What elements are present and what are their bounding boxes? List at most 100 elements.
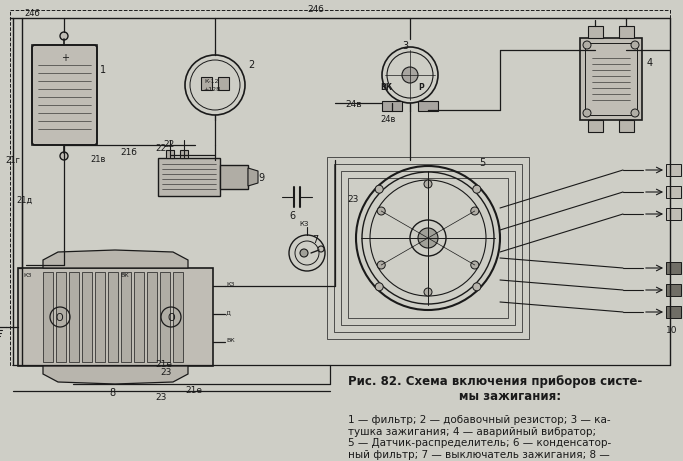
Text: +: + — [61, 53, 69, 63]
Circle shape — [583, 109, 591, 117]
Text: 10: 10 — [666, 326, 678, 335]
Bar — [619, 26, 634, 38]
Text: 22: 22 — [163, 140, 174, 149]
Bar — [418, 101, 438, 111]
Bar — [166, 150, 174, 158]
Bar — [82, 272, 92, 362]
Text: 21г: 21г — [5, 155, 20, 165]
Text: 23: 23 — [347, 195, 359, 204]
Bar — [160, 272, 170, 362]
Bar — [341, 171, 515, 325]
Text: 21б: 21б — [120, 148, 137, 157]
Bar — [666, 306, 681, 318]
Text: 24б: 24б — [307, 5, 324, 14]
Circle shape — [418, 228, 438, 248]
FancyBboxPatch shape — [32, 45, 97, 145]
Text: 23: 23 — [160, 368, 171, 377]
Text: Р: Р — [418, 83, 423, 92]
Circle shape — [424, 180, 432, 188]
Text: 21е: 21е — [155, 360, 172, 369]
Text: КЗ: КЗ — [299, 221, 309, 227]
Circle shape — [60, 32, 68, 40]
Text: О: О — [56, 313, 64, 323]
Bar — [147, 272, 157, 362]
Text: 8: 8 — [109, 388, 115, 398]
Text: ВК: ВК — [226, 338, 235, 343]
Text: 24в: 24в — [345, 100, 361, 109]
Circle shape — [424, 288, 432, 296]
Polygon shape — [248, 168, 258, 186]
Bar — [32, 45, 97, 145]
Bar — [158, 158, 220, 196]
Circle shape — [375, 185, 383, 193]
Text: 5: 5 — [479, 158, 485, 168]
Text: 6: 6 — [289, 211, 295, 221]
Bar — [134, 272, 144, 362]
Bar — [348, 178, 508, 318]
Bar — [10, 10, 670, 365]
Bar — [108, 272, 118, 362]
Circle shape — [375, 283, 383, 291]
Bar — [588, 120, 603, 132]
Circle shape — [60, 152, 68, 160]
Bar — [666, 284, 681, 296]
Text: КЗ: КЗ — [23, 273, 31, 278]
Bar — [666, 208, 681, 220]
Text: 21е: 21е — [185, 386, 202, 395]
Bar — [43, 272, 53, 362]
Bar — [327, 157, 529, 339]
Text: 2: 2 — [248, 60, 254, 70]
Circle shape — [473, 283, 481, 291]
Text: 3: 3 — [402, 41, 408, 51]
Bar — [585, 43, 637, 115]
Text: 1 — фильтр; 2 — добавочный резистор; 3 — ка-
тушка зажигания; 4 — аварийный вибр: 1 — фильтр; 2 — добавочный резистор; 3 —… — [348, 415, 611, 461]
Bar — [180, 150, 188, 158]
Text: Рис. 82. Схема включения приборов систе-
       мы зажигания:: Рис. 82. Схема включения приборов систе-… — [348, 375, 642, 403]
Circle shape — [471, 207, 479, 215]
Text: Д: Д — [226, 310, 231, 315]
Circle shape — [631, 41, 639, 49]
Bar — [56, 272, 66, 362]
Circle shape — [377, 261, 385, 269]
Text: КЗ: КЗ — [226, 282, 234, 287]
Polygon shape — [43, 366, 188, 384]
Circle shape — [318, 246, 324, 252]
Text: ВК: ВК — [120, 273, 128, 278]
Text: 21в: 21в — [90, 155, 105, 164]
Text: 22: 22 — [155, 144, 166, 153]
Circle shape — [471, 261, 479, 269]
Bar — [588, 26, 603, 38]
Text: +12В: +12В — [203, 87, 221, 92]
Bar — [666, 262, 681, 274]
Bar — [69, 272, 79, 362]
Bar — [173, 272, 183, 362]
Circle shape — [583, 41, 591, 49]
Bar — [619, 120, 634, 132]
Circle shape — [377, 207, 385, 215]
Text: 24в: 24в — [380, 115, 395, 124]
Circle shape — [631, 109, 639, 117]
Bar — [201, 77, 212, 90]
Text: 23: 23 — [155, 393, 167, 402]
Bar — [218, 77, 229, 90]
Bar — [18, 268, 213, 366]
Text: 24б: 24б — [24, 9, 40, 18]
Text: ВК: ВК — [380, 83, 392, 92]
Bar — [666, 186, 681, 198]
Circle shape — [300, 249, 308, 257]
Text: 1: 1 — [100, 65, 106, 75]
Text: 21д: 21д — [16, 195, 32, 205]
Bar — [220, 165, 248, 189]
Circle shape — [402, 67, 418, 83]
Bar — [382, 101, 402, 111]
Text: 4: 4 — [647, 58, 653, 68]
Text: 9: 9 — [258, 173, 264, 183]
Polygon shape — [43, 250, 188, 268]
Text: 7: 7 — [312, 235, 318, 245]
Bar — [121, 272, 131, 362]
Text: К-12: К-12 — [204, 79, 219, 84]
Bar — [666, 164, 681, 176]
Bar — [580, 38, 642, 120]
Bar — [334, 164, 522, 332]
Bar — [95, 272, 105, 362]
